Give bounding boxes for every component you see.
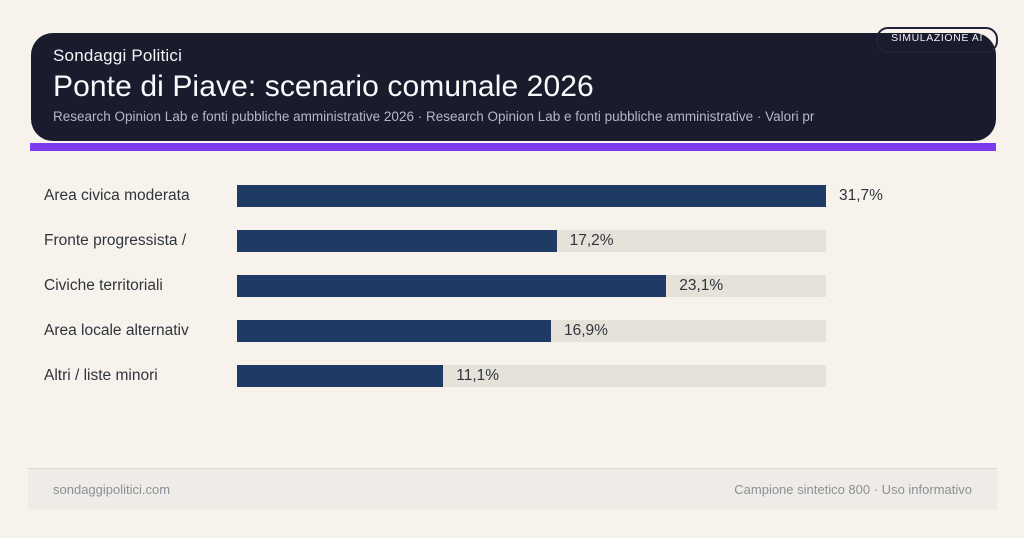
bar-chart: Area civica moderata 31,7% Fronte progre…: [44, 185, 883, 410]
bar-track: 31,7%: [237, 185, 883, 207]
category-label: Area locale alternativ: [44, 322, 189, 339]
category-label: Area civica moderata: [44, 187, 190, 204]
bar-fill: [237, 230, 557, 252]
value-label: 31,7%: [839, 187, 883, 204]
chart-row: Civiche territoriali 23,1%: [44, 275, 826, 297]
chart-row: Altri / liste minori 11,1%: [44, 365, 826, 387]
category-label: Civiche territoriali: [44, 277, 163, 294]
chart-row: Area civica moderata 31,7%: [44, 185, 883, 207]
category-label: Altri / liste minori: [44, 367, 158, 384]
value-label: 16,9%: [564, 322, 608, 339]
accent-bar: [30, 143, 996, 151]
bar-fill: [237, 275, 667, 297]
footer-source: sondaggipolitici.com: [53, 482, 171, 497]
footer: sondaggipolitici.com Campione sintetico …: [28, 468, 997, 510]
header-card: Sondaggi Politici Ponte di Piave: scenar…: [31, 33, 996, 141]
value-label: 23,1%: [679, 277, 724, 294]
simulation-ai-badge: SIMULAZIONE AI: [876, 27, 998, 53]
category-label: Fronte progressista /: [44, 232, 187, 249]
bar-track: 11,1%: [237, 365, 826, 387]
page-title: Ponte di Piave: scenario comunale 2026: [53, 70, 594, 103]
footer-note: Campione sintetico 800 · Uso informativo: [734, 482, 972, 497]
bar-fill: [237, 320, 551, 342]
bar-fill: [237, 185, 826, 207]
chart-row: Fronte progressista / 17,2%: [44, 230, 826, 252]
bar-fill: [237, 365, 444, 387]
chart-row: Area locale alternativ 16,9%: [44, 320, 826, 342]
brand-label: Sondaggi Politici: [53, 46, 183, 65]
bar-track: 23,1%: [237, 275, 826, 297]
bar-track: 16,9%: [237, 320, 826, 342]
bar-track: 17,2%: [237, 230, 826, 252]
value-label: 17,2%: [569, 232, 614, 249]
subtitle: Research Opinion Lab e fonti pubbliche a…: [53, 109, 815, 124]
value-label: 11,1%: [456, 367, 500, 384]
